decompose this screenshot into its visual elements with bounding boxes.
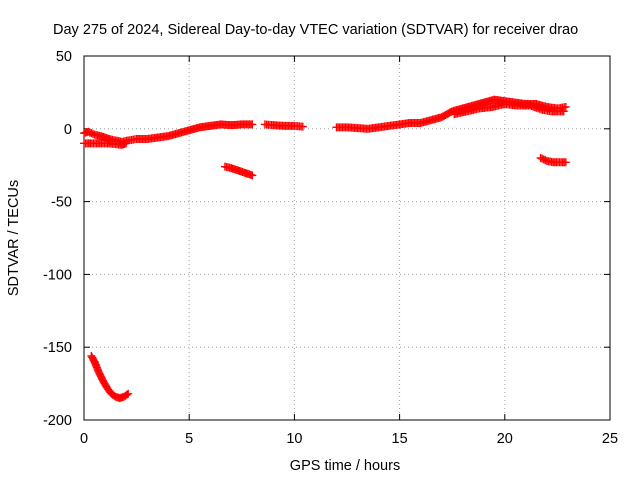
axis-ticks xyxy=(83,55,611,421)
data-point-deep-dip xyxy=(124,389,133,398)
y-tick-label: -50 xyxy=(51,195,72,211)
data-point-negative-segment-2 xyxy=(561,158,570,167)
x-tick-label: 20 xyxy=(497,431,513,447)
data-point-rise-trace xyxy=(561,102,570,111)
grid-lines xyxy=(84,56,610,420)
tick-labels: 0 5 10 15 20 25 -200 -150 -100 -50 0 50 xyxy=(43,49,618,447)
data-points xyxy=(80,95,570,403)
y-tick-label: -150 xyxy=(43,340,72,356)
x-tick-label: 25 xyxy=(602,431,618,447)
x-tick-label: 0 xyxy=(80,431,88,447)
y-tick-label: 0 xyxy=(64,122,72,138)
data-point-mid-block xyxy=(298,122,307,131)
data-point-main-trace xyxy=(248,120,257,129)
data-point-rise-lower xyxy=(559,107,568,116)
y-tick-label: -200 xyxy=(43,413,72,429)
x-axis-label: GPS time / hours xyxy=(290,458,400,474)
chart-title: Day 275 of 2024, Sidereal Day-to-day VTE… xyxy=(53,22,578,38)
data-point-low-dip xyxy=(122,139,131,148)
data-point-negative-segment-1 xyxy=(248,171,257,180)
x-tick-label: 15 xyxy=(392,431,408,447)
plot-frame xyxy=(83,55,611,421)
data-point-deep-dip xyxy=(122,390,131,399)
y-tick-label: -100 xyxy=(43,267,72,283)
y-axis-label: SDTVAR / TECUs xyxy=(6,180,22,296)
x-tick-label: 10 xyxy=(286,431,302,447)
y-tick-label: 50 xyxy=(56,49,72,65)
x-tick-label: 5 xyxy=(185,431,193,447)
